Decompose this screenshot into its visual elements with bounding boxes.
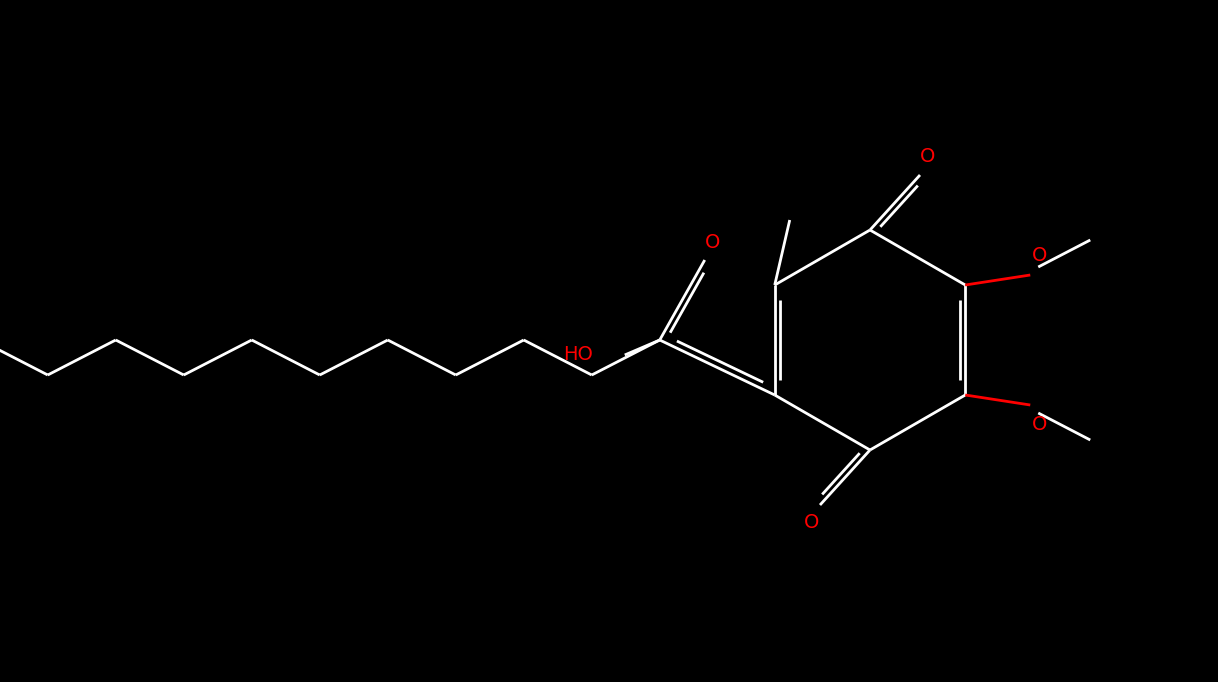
Text: O: O	[1033, 415, 1047, 434]
Text: HO: HO	[563, 346, 593, 364]
Text: O: O	[921, 147, 935, 166]
Text: O: O	[705, 233, 720, 252]
Text: O: O	[804, 514, 820, 533]
Text: O: O	[1033, 246, 1047, 265]
